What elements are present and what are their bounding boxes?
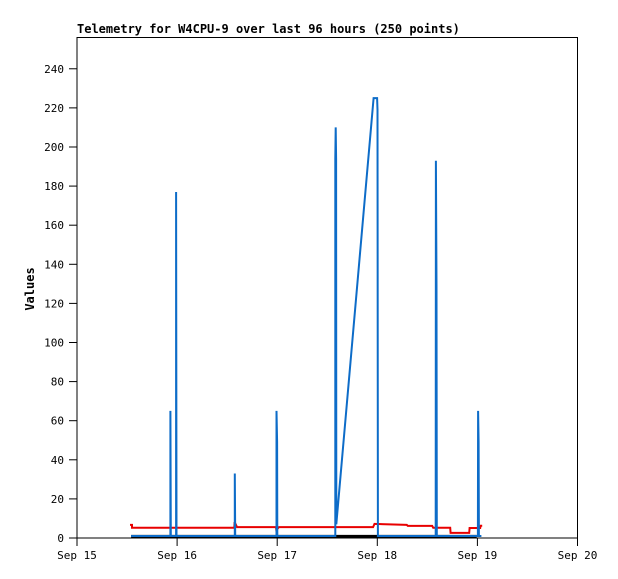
x-tick-label: Sep 16	[157, 549, 197, 562]
x-tick-label: Sep 19	[458, 549, 498, 562]
y-tick-label: 200	[44, 141, 64, 154]
y-tick-label: 80	[51, 376, 64, 389]
plot-frame	[76, 37, 578, 539]
series-secondary-red	[130, 521, 483, 534]
x-tick-label: Sep 18	[357, 549, 397, 562]
y-tick-label: 100	[44, 336, 64, 349]
y-tick-label: 40	[51, 454, 64, 467]
y-tick-label: 140	[44, 258, 64, 271]
y-tick-label: 120	[44, 297, 64, 310]
y-tick-label: 240	[44, 63, 64, 76]
y-tick-label: 180	[44, 180, 64, 193]
y-tick-label: 0	[57, 532, 64, 545]
y-tick-label: 20	[51, 493, 64, 506]
x-tick-label: Sep 17	[257, 549, 297, 562]
y-tick-label: 160	[44, 219, 64, 232]
x-tick-label: Sep 20	[558, 549, 598, 562]
y-tick-label: 60	[51, 415, 64, 428]
series-main-blue	[131, 97, 482, 537]
chart-title: Telemetry for W4CPU-9 over last 96 hours…	[77, 22, 460, 36]
x-tick-label: Sep 15	[57, 549, 97, 562]
y-tick-label: 220	[44, 102, 64, 115]
